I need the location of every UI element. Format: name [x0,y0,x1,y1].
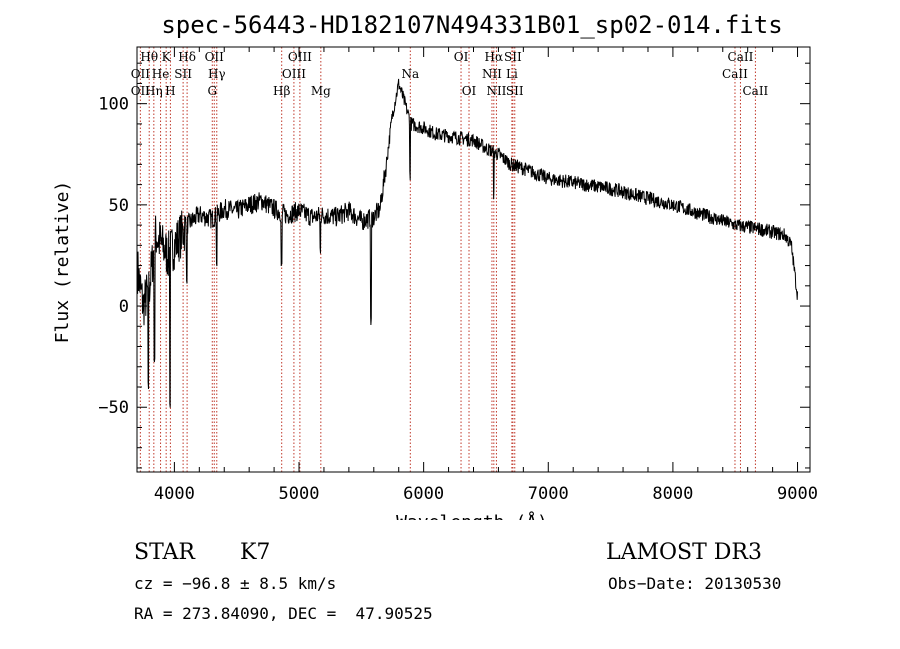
line-label-9: OII [131,67,151,81]
line-label-16: Li [506,67,518,81]
survey-name: LAMOST DR3 [606,540,762,565]
x-axis-label: Wavelength (Å) [396,511,548,520]
y-tick-label: 50 [109,196,129,216]
line-label-10: He [152,67,170,81]
coordinates: RA = 273.84090, DEC = 47.90525 [134,604,433,623]
line-label-22: Hβ [273,84,290,98]
x-tick-label: 4000 [154,484,195,504]
line-label-6: Hα [485,50,504,64]
line-label-19: Hη [145,84,163,98]
x-tick-label: 6000 [403,484,444,504]
y-tick-label: −50 [98,398,129,418]
redshift-velocity: cz = −96.8 ± 8.5 km/s [134,574,337,593]
y-tick-label: 100 [98,95,129,115]
line-label-23: Mg [311,84,331,98]
x-tick-label: 8000 [652,484,693,504]
line-label-1: K [162,50,172,64]
line-label-24: OI [462,84,477,98]
spectrum-chart: spec-56443-HD182107N494331B01_sp02-014.f… [52,11,818,520]
observation-date: Obs−Date: 20130530 [608,574,782,593]
line-label-25: NII [486,84,506,98]
axis-ticks [137,47,810,472]
line-label-26: SII [506,84,524,98]
line-label-7: SII [504,50,522,64]
line-label-14: Na [401,67,419,81]
line-label-0: Hθ [140,50,158,64]
y-tick-labels: −50 0 50 100 [98,95,129,419]
line-label-18: OII [131,84,151,98]
line-label-13: OIII [282,67,306,81]
line-label-21: G [207,84,217,98]
x-tick-label: 9000 [777,484,818,504]
line-label-8: CaII [728,50,754,64]
line-label-5: OI [454,50,469,64]
x-tick-label: 7000 [528,484,569,504]
line-label-12: Hγ [208,67,226,81]
plot-frame [136,46,811,473]
line-label-17: CaII [722,67,748,81]
chart-title: spec-56443-HD182107N494331B01_sp02-014.f… [161,11,782,39]
emission-line-markers [139,47,756,472]
line-label-15: NII [482,67,502,81]
line-label-27: CaII [742,84,768,98]
object-class: STAR [134,540,195,565]
x-tick-labels: 4000 5000 6000 7000 8000 9000 [154,484,818,504]
line-label-20: H [165,84,175,98]
x-tick-label: 5000 [279,484,320,504]
line-label-11: SII [174,67,192,81]
spectrum-trace [137,78,798,408]
y-tick-label: 0 [119,297,129,317]
line-label-2: Hδ [178,50,196,64]
line-label-4: OIII [288,50,312,64]
y-axis-label: Flux (relative) [52,181,73,344]
object-subclass: K7 [240,540,271,565]
line-label-3: OII [205,50,225,64]
